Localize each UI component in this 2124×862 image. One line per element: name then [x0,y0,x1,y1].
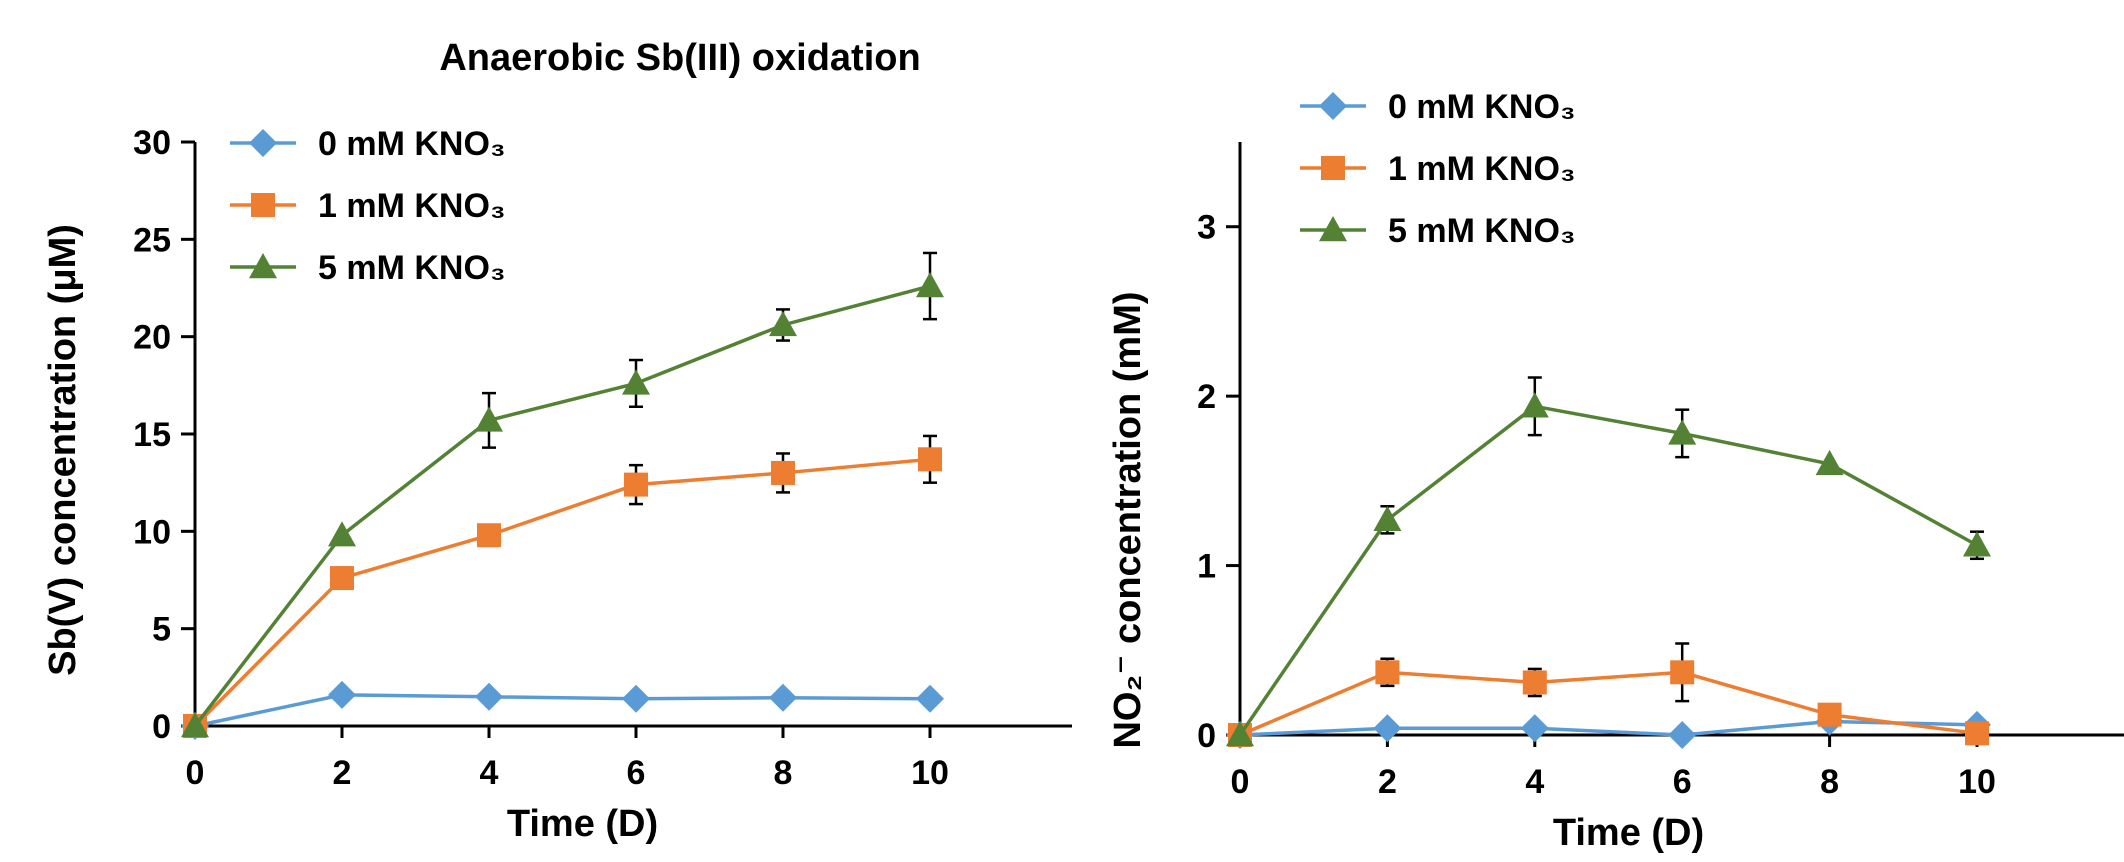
x-tick-label: 10 [911,754,949,792]
legend-marker [249,129,277,157]
data-point [1670,660,1695,685]
y-axis-title: NO₂⁻ concentration (mM) [1107,291,1149,748]
nitrite-chart: 0 1 2 3 0 2 4 6 8 10 Time (D) NO₂⁻ concentration (m… [1107,88,2124,854]
data-point [1375,660,1400,685]
x-tick-label: 2 [1378,763,1397,801]
legend-marker [1321,156,1345,180]
data-point [328,680,356,709]
series-square [183,434,942,738]
series-line [193,284,931,728]
x-tick-label: 0 [186,754,205,792]
data-point [330,566,354,591]
x-axis-title: Time (D) [507,803,658,845]
data-point [769,310,797,337]
y-tick-label: 15 [133,416,171,454]
legend-label: 0 mM KNO₃ [1388,88,1576,126]
y-tick-label: 30 [133,124,171,162]
y-axis-title: Sb(V) concentration (μM) [42,224,84,676]
series-triangle [1226,376,1991,747]
data-point [622,369,650,395]
x-tick-label: 6 [627,754,646,792]
legend-entry: 5 mM KNO₃ [1300,212,1576,250]
x-tick-label: 0 [1231,763,1250,801]
data-point [916,272,944,298]
series-line [193,457,931,728]
series-square [1228,642,1989,747]
data-point [328,521,356,547]
data-point [1963,531,1991,557]
data-point [1668,419,1697,445]
y-tick-label: 0 [1197,717,1216,755]
y-tick-label: 1 [1197,548,1216,586]
x-tick-label: 8 [774,754,793,792]
data-point [771,460,795,485]
series-diamond [181,680,944,740]
legend-marker [251,193,275,217]
data-point [916,684,944,713]
x-tick-label: 8 [1820,763,1839,801]
data-point [1373,505,1402,532]
x-axis-title: Time (D) [1553,812,1704,854]
x-tick-label: 4 [1525,763,1544,801]
x-tick-label: 10 [1958,763,1996,801]
series-line [1238,404,1978,736]
legend-label: 5 mM KNO₃ [1388,212,1576,250]
data-point [769,683,797,712]
data-point [918,447,942,472]
legend-label: 1 mM KNO₃ [318,187,506,225]
data-point [622,684,650,713]
y-tick-label: 0 [152,708,171,746]
y-tick-label: 20 [133,319,171,357]
legend-entry: 5 mM KNO₃ [230,249,506,287]
data-point [475,406,503,432]
legend-marker [249,253,277,279]
legend-label: 5 mM KNO₃ [318,249,506,287]
y-tick-label: 2 [1197,378,1216,416]
data-point [1522,670,1547,695]
x-tick-label: 4 [480,754,499,792]
data-point [475,682,503,711]
data-point [1520,392,1549,418]
legend-entry: 1 mM KNO₃ [230,187,506,225]
sbv-chart: 0 5 10 15 20 25 30 0 2 4 6 8 10 Time (D) Sb(V) concent… [42,124,1072,845]
y-tick-label: 10 [133,513,171,551]
legend-marker [1319,92,1347,120]
x-tick-label: 6 [1673,763,1692,801]
data-point [1226,721,1254,747]
series-line [1239,670,1978,737]
data-point [1373,714,1402,743]
legend-entry: 0 mM KNO₃ [230,125,506,163]
figure-title: Anaerobic Sb(III) oxidation [439,37,920,79]
series-diamond [1226,707,1991,749]
y-tick-label: 3 [1197,209,1216,247]
data-point [477,523,501,548]
legend-label: 0 mM KNO₃ [318,125,506,163]
y-tick-label: 25 [133,221,171,259]
data-point [181,712,209,738]
legend-entry: 0 mM KNO₃ [1300,88,1576,126]
x-tick-label: 2 [333,754,352,792]
series-triangle [181,251,944,738]
legend-label: 1 mM KNO₃ [1388,150,1576,188]
data-point [1817,702,1842,727]
data-point [1668,721,1697,749]
legend-marker [1319,216,1347,242]
data-point [624,472,648,497]
data-point [1815,449,1844,476]
data-point [1965,721,1989,746]
series-line [1239,719,1978,737]
data-point [1520,714,1549,743]
series-line [194,693,931,728]
legend-entry: 1 mM KNO₃ [1300,150,1576,188]
y-tick-label: 5 [152,611,171,649]
